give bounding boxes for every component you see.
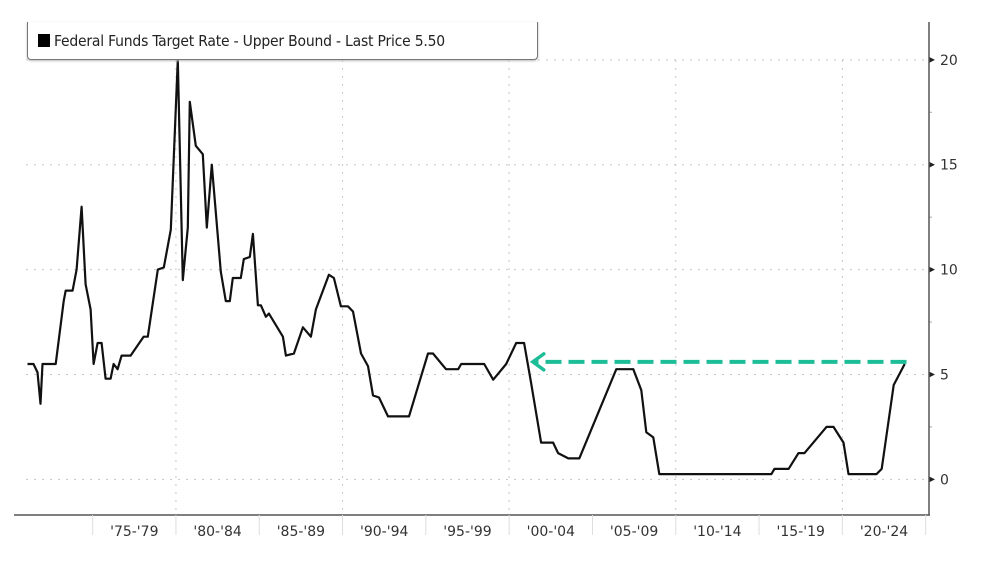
annotation-dashed-arrow [529,352,907,372]
y-tick [929,371,935,378]
y-tick [929,476,935,483]
x-tick-label: '00-'04 [527,524,575,540]
series-line-fed-funds-rate [27,58,906,476]
legend: Federal Funds Target Rate - Upper Bound … [27,22,538,60]
legend-label: Federal Funds Target Rate - Upper Bound … [54,31,445,50]
x-tick-label: '20-'24 [860,524,908,540]
x-tick-label: '05-'09 [610,524,658,540]
x-tick-label: '75-'79 [110,524,158,540]
x-tick-label: '15-'19 [777,524,825,540]
y-tick-label: 10 [940,263,958,279]
x-tick-label: '90-'94 [360,524,408,540]
y-axis: 0 5 10 15 20 [928,22,958,515]
x-axis: '75-'79 '80-'84 '85-'89 '90-'94 '95-'99 '00-'… [14,514,930,540]
x-tick-label: '10-'14 [693,524,741,540]
y-tick [929,161,935,168]
x-tick-label: '85-'89 [277,524,325,540]
y-tick-label: 5 [940,367,949,383]
arrowhead-icon [529,352,546,372]
x-tick-label: '95-'99 [443,524,491,540]
x-tick-label: '80-'84 [193,524,241,540]
y-tick-label: 15 [940,158,958,174]
y-tick-label: 0 [940,472,949,488]
gridlines [26,59,929,515]
y-tick [929,266,935,273]
y-tick-label: 20 [940,53,958,69]
y-tick [929,56,935,63]
legend-swatch [38,34,50,47]
